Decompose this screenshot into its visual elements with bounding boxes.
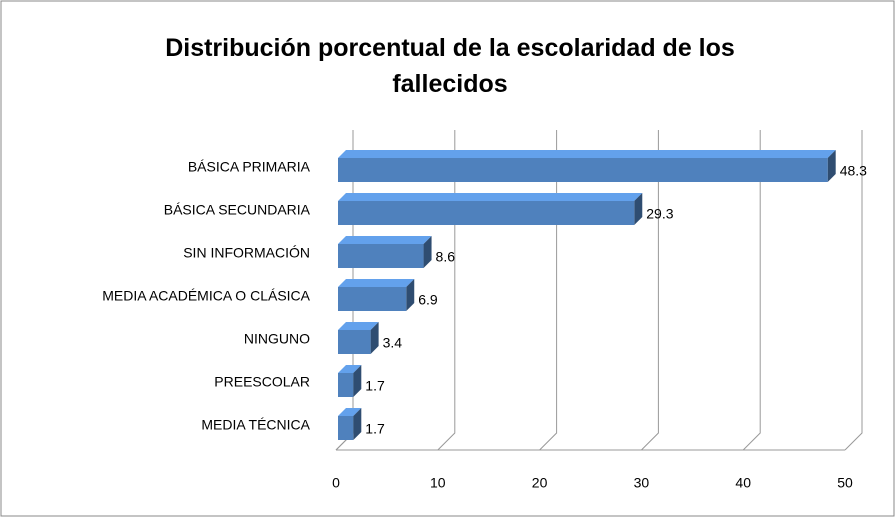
x-tick-label: 30 [634, 475, 650, 491]
bar-side [353, 365, 362, 397]
bar-top [338, 236, 432, 244]
y-tick-label: SIN INFORMACIÓN [183, 245, 310, 261]
x-tick-label: 20 [532, 475, 548, 491]
value-label: 8.6 [436, 249, 456, 265]
bar-top [338, 322, 379, 330]
bar-side [827, 150, 836, 182]
value-label: 48.3 [840, 163, 867, 179]
bar [338, 330, 371, 354]
grid-line [641, 130, 659, 451]
x-tick-label: 0 [332, 475, 340, 491]
bar-top [338, 408, 362, 416]
value-label: 1.7 [365, 378, 385, 394]
x-tick-label: 40 [735, 475, 751, 491]
grid-line [742, 130, 761, 451]
bar [338, 416, 354, 440]
grid-line [844, 130, 863, 451]
bar-side [634, 193, 643, 225]
bar [338, 158, 828, 182]
chart-title: Distribución porcentual de la escolarida… [165, 34, 735, 98]
bar [338, 373, 354, 397]
bar-side [406, 279, 415, 311]
x-tick-label: 10 [430, 475, 446, 491]
bar-top [338, 365, 362, 373]
value-label: 3.4 [383, 335, 403, 351]
y-tick-label: NINGUNO [244, 331, 310, 347]
y-tick-label: MEDIA TÉCNICA [201, 417, 310, 433]
bar [338, 244, 424, 268]
grid-line [539, 130, 558, 451]
x-tick-label: 50 [837, 475, 853, 491]
y-tick-label: BÁSICA PRIMARIA [188, 159, 311, 175]
value-label: 6.9 [418, 292, 438, 308]
value-label: 1.7 [365, 421, 385, 437]
bar-side [353, 408, 362, 440]
bar-side [370, 322, 379, 354]
bar-top [338, 150, 836, 158]
bar [338, 287, 407, 311]
bar [338, 201, 635, 225]
value-label: 29.3 [646, 206, 673, 222]
bar-top [338, 279, 415, 287]
y-tick-label: PREESCOLAR [214, 374, 310, 390]
bar-side [423, 236, 432, 268]
bar-top [338, 193, 643, 201]
y-tick-label: MEDIA ACADÉMICA O CLÁSICA [102, 288, 310, 304]
grid-line [437, 130, 456, 451]
y-tick-label: BÁSICA SECUNDARIA [164, 202, 311, 218]
